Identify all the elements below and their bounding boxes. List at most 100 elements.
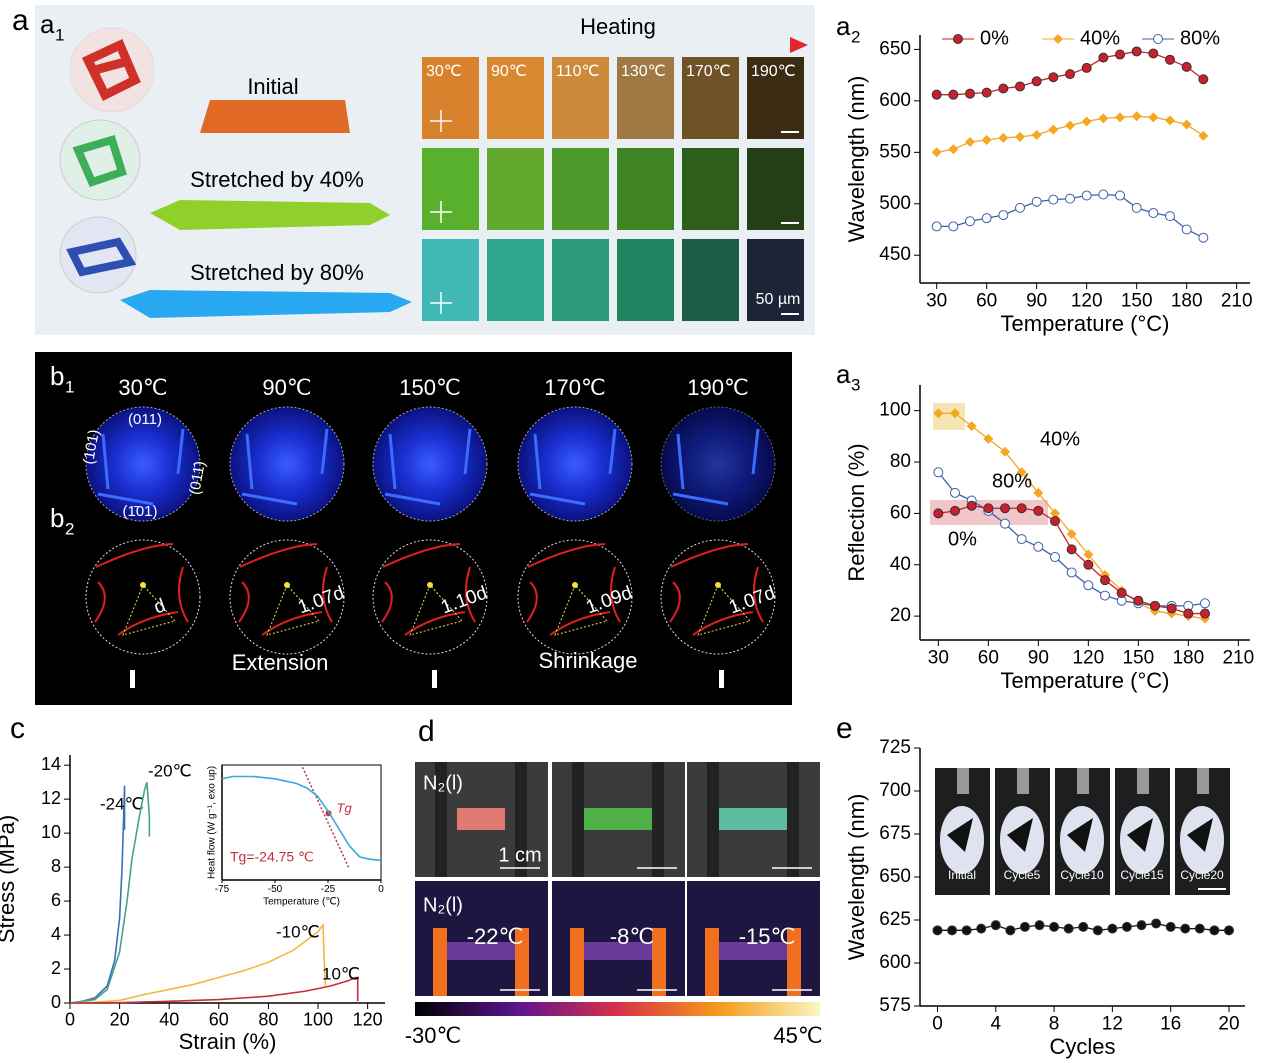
panel-label: a (12, 4, 29, 37)
reciprocal-map (85, 539, 201, 655)
panel-label: b (50, 503, 64, 533)
y-tick-label: 12 (41, 788, 61, 808)
marker (981, 134, 992, 145)
temperature-label: 30℃ (118, 375, 167, 400)
marker (1083, 559, 1094, 570)
micrograph (617, 148, 674, 230)
marker (1066, 544, 1077, 555)
marker (1048, 72, 1059, 83)
plane-label: (011̄) (186, 460, 209, 496)
ir-clamp (705, 928, 719, 996)
x-tick-label: 90 (1026, 290, 1047, 311)
y-tick-label: 700 (879, 780, 911, 801)
clamp (652, 762, 664, 877)
sample-hole (1067, 818, 1093, 852)
micrograph (682, 239, 739, 321)
x-tick-label: 120 (353, 1009, 383, 1029)
micrograph (747, 57, 804, 139)
micrograph (487, 57, 544, 139)
x-tick-label: 40 (159, 1009, 179, 1029)
marker (1034, 920, 1045, 931)
marker (1180, 923, 1191, 934)
tweezer (1197, 768, 1209, 794)
marker (933, 508, 944, 519)
panel-label: d (418, 715, 435, 748)
arc (381, 543, 476, 636)
node (284, 582, 290, 588)
diffraction-edge (241, 428, 329, 506)
micrograph (552, 239, 609, 321)
series-line (221, 775, 382, 862)
x-tick-label: 60 (978, 647, 999, 668)
panel-sublabel: 1 (65, 377, 74, 396)
temperature-label: 190℃ (687, 375, 748, 400)
marker (1151, 918, 1162, 929)
panel-label: a (836, 11, 851, 41)
diffraction (229, 406, 345, 522)
micrograph (552, 57, 609, 139)
legend-marker (1153, 34, 1163, 44)
temperature-label: 110℃ (556, 63, 599, 80)
y-tick-label: 100 (879, 400, 911, 421)
x-tick-label: 60 (976, 290, 997, 311)
marker (1065, 120, 1075, 131)
y-tick-label: 575 (879, 995, 911, 1016)
diffraction (372, 406, 488, 522)
y-tick-label: 725 (879, 737, 911, 758)
micrograph (487, 148, 544, 230)
arc (238, 543, 333, 636)
marker (1131, 46, 1142, 57)
x-tick-label: 20 (1218, 1013, 1239, 1034)
marker (1000, 446, 1010, 457)
marker (1133, 595, 1144, 606)
temperature-label: 90℃ (262, 375, 311, 400)
marker (1083, 580, 1094, 591)
tweezer (1077, 768, 1089, 794)
marker (1223, 925, 1234, 936)
tangent (301, 766, 350, 869)
y-axis-label: Stress (MPa) (0, 815, 19, 943)
marker (1115, 49, 1125, 60)
marker (948, 144, 959, 155)
marker (976, 923, 987, 934)
marker (1048, 194, 1059, 205)
marker (1081, 116, 1092, 127)
panel-label: a (40, 9, 55, 39)
marker (1198, 130, 1209, 141)
photo-label: Initial (948, 868, 976, 882)
marker (966, 421, 977, 432)
marker (1100, 575, 1110, 586)
marker (965, 88, 975, 99)
ir-clamp (515, 928, 529, 996)
x-tick-label: 120 (1072, 647, 1104, 668)
reciprocal-map (660, 539, 776, 655)
heating-label: Heating (580, 14, 656, 39)
tweezer (1017, 768, 1029, 794)
x-axis-label: Temperature (°C) (1001, 668, 1170, 693)
temperature-label: 30℃ (426, 63, 462, 80)
marker (1033, 541, 1044, 552)
y-tick-label: 0 (51, 992, 61, 1012)
panel-label: c (10, 712, 25, 745)
series-line (69, 781, 151, 1004)
scale-label: 50 µm (756, 291, 801, 308)
marker (931, 89, 942, 100)
film (457, 808, 505, 830)
panel-sublabel: 2 (65, 519, 74, 538)
marker (1131, 202, 1142, 213)
marker (1083, 549, 1094, 560)
marker (931, 221, 942, 232)
marker (1166, 603, 1177, 614)
x-tick-label: -75 (215, 884, 230, 895)
arc (94, 543, 189, 636)
colorbar-min: -30℃ (405, 1023, 462, 1048)
clamp (435, 762, 447, 877)
x-tick-label: 100 (303, 1009, 333, 1029)
marker (1031, 196, 1042, 207)
x-tick-label: 210 (1221, 290, 1253, 311)
marker (1098, 52, 1109, 63)
sample-hole (947, 818, 973, 852)
marker (948, 221, 959, 232)
diffraction-edge (97, 428, 185, 506)
